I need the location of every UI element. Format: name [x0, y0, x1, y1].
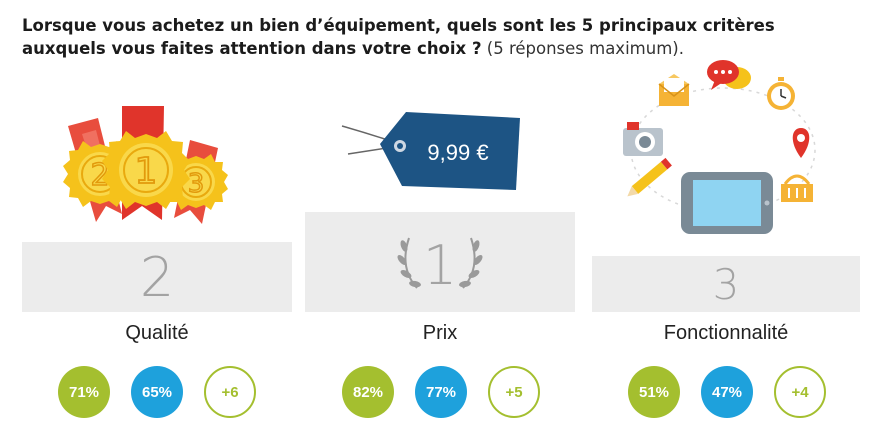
delta-circle: +5 — [488, 366, 540, 418]
criterion-label: Fonctionnalité — [663, 322, 789, 344]
pencil-icon — [627, 157, 672, 197]
podium-rank-3: 3 — [592, 256, 860, 312]
criterion-label: Prix — [422, 322, 458, 344]
price-text: 9,99 € — [427, 140, 488, 165]
medal-label: 1 — [135, 151, 158, 192]
camera-icon — [623, 122, 663, 156]
price-tag-icon: 9,99 € — [341, 112, 520, 190]
podium-rank-2: 2 — [22, 242, 292, 312]
question-note: (5 réponses maximum). — [481, 39, 684, 58]
percent-green-circle: 71% — [58, 366, 110, 418]
percent-blue-circle: 47% — [701, 366, 753, 418]
podium-rank-1: 1 — [305, 212, 575, 312]
tablet-icon — [681, 172, 773, 234]
percent-blue-circle: 77% — [415, 366, 467, 418]
basket-icon — [781, 174, 813, 202]
envelope-icon — [658, 74, 690, 106]
devices-icon — [623, 60, 816, 234]
delta-circle: +4 — [774, 366, 826, 418]
medals-icon: 2 3 1 — [63, 106, 228, 224]
laurel-icon: 1 — [397, 234, 483, 297]
percent-green-circle: 82% — [342, 366, 394, 418]
question-bold: Lorsque vous achetez un bien d’équipemen… — [22, 16, 775, 58]
medal-label: 2 — [90, 158, 109, 193]
criterion-label: Qualité — [125, 322, 189, 344]
medal-label: 3 — [188, 169, 205, 199]
map-pin-icon — [792, 128, 810, 158]
clock-icon — [767, 77, 795, 110]
rank-number: 1 — [423, 234, 457, 297]
rank-number: 3 — [712, 259, 740, 309]
percent-green-circle: 51% — [628, 366, 680, 418]
rank-number: 2 — [139, 245, 175, 309]
chat-icon — [707, 60, 751, 90]
delta-circle: +6 — [204, 366, 256, 418]
percent-blue-circle: 65% — [131, 366, 183, 418]
question-text: Lorsque vous achetez un bien d’équipemen… — [22, 14, 862, 60]
